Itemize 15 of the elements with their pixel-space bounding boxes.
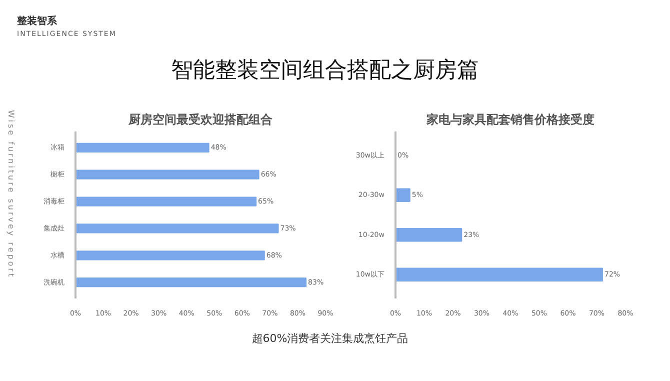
bar: [76, 170, 260, 180]
text: Wise furniture survey report: [5, 110, 16, 279]
chart-title: 家电与家具配套销售价格接受度: [426, 112, 594, 126]
bar: [76, 196, 257, 206]
chart-title: 厨房空间最受欢迎搭配组合: [128, 112, 274, 126]
bar: [396, 268, 603, 282]
bar: [396, 188, 410, 202]
bar: [76, 142, 210, 152]
bar: [76, 278, 307, 288]
bar: [76, 250, 265, 260]
text: 整装智系: [17, 15, 58, 29]
text: 智能整装空间组合搭配之厨房篇: [170, 57, 480, 85]
text: 超60%消费者关注集成烹饪产品: [250, 331, 410, 347]
bar: [396, 228, 462, 242]
bar: [76, 224, 279, 234]
